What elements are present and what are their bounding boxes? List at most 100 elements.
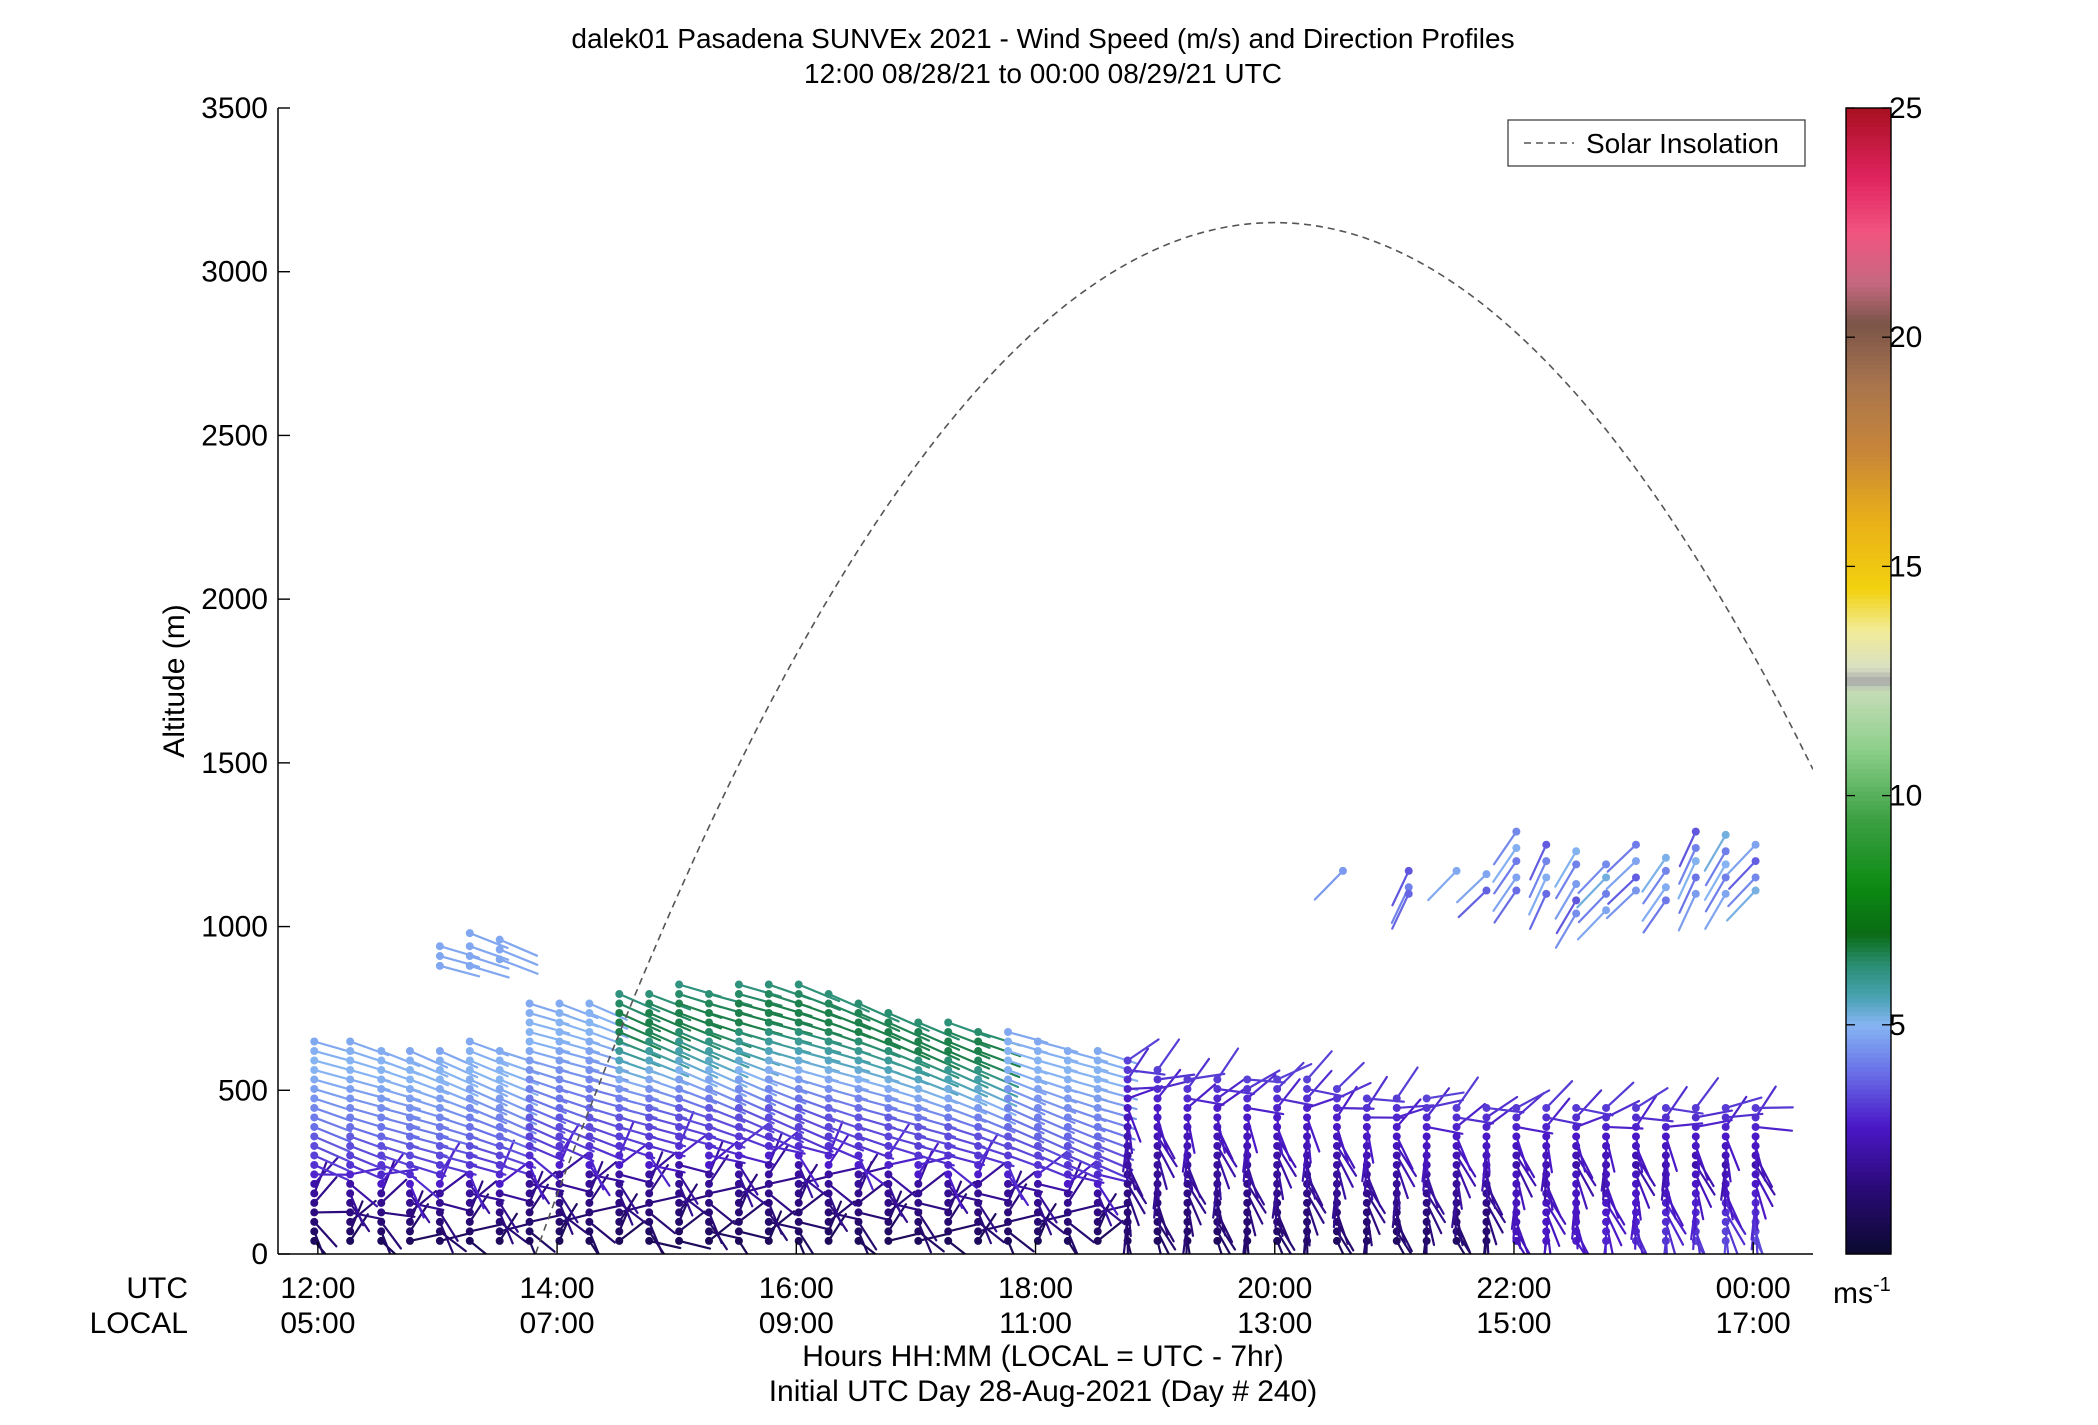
wind-barb-shaft xyxy=(677,1011,722,1030)
wind-barb-point xyxy=(1691,857,1700,866)
wind-barb-point xyxy=(794,1122,803,1131)
wind-barb-point xyxy=(645,1037,654,1046)
wind-barb-shaft xyxy=(1335,1061,1365,1091)
wind-barb-point xyxy=(884,1217,893,1226)
wind-barb-point xyxy=(944,1236,953,1245)
wind-barb-point xyxy=(1691,1170,1700,1179)
colorbar-band xyxy=(1846,268,1891,274)
colorbar-band xyxy=(1846,273,1891,279)
colorbar-band xyxy=(1846,777,1891,783)
wind-barb-shaft xyxy=(1554,850,1578,888)
wind-barb-point xyxy=(1243,1198,1252,1207)
colorbar-band xyxy=(1846,415,1891,421)
colorbar-band xyxy=(1846,1098,1891,1104)
wind-barb-point xyxy=(824,1227,833,1236)
wind-barb-point xyxy=(734,1122,743,1131)
wind-barb-shaft xyxy=(1750,1201,1757,1241)
colorbar-band xyxy=(1846,644,1891,650)
wind-barb-shaft xyxy=(707,1059,749,1079)
wind-barb-point xyxy=(764,1160,773,1169)
colorbar-band xyxy=(1846,809,1891,815)
colorbar-band xyxy=(1846,850,1891,856)
wind-barb-point xyxy=(794,1179,803,1188)
wind-barb-point xyxy=(675,1122,684,1131)
wind-barb-point xyxy=(377,1103,386,1112)
colorbar-band xyxy=(1846,1024,1891,1030)
wind-barb-point xyxy=(824,1170,833,1179)
wind-barb-point xyxy=(704,1018,713,1027)
wind-barb-point xyxy=(854,1132,863,1141)
colorbar-band xyxy=(1846,580,1891,586)
wind-barb-point xyxy=(1452,1160,1461,1169)
wind-barb-shaft xyxy=(1575,1089,1603,1119)
wind-barb-shaft xyxy=(1395,1066,1419,1100)
colorbar-band xyxy=(1846,997,1891,1003)
wind-barb-shaft xyxy=(1305,1239,1309,1254)
wind-barb-point xyxy=(525,1103,534,1112)
wind-barb-point xyxy=(405,1160,414,1169)
wind-barb-point xyxy=(1691,827,1700,836)
colorbar-unit-label: ms-1 xyxy=(1833,1274,1891,1310)
wind-barb-shaft xyxy=(1485,1211,1498,1246)
wind-barb-point xyxy=(1004,1065,1013,1074)
wind-barb-point xyxy=(1691,843,1700,852)
wind-barb-point xyxy=(1482,1122,1491,1131)
wind-barb-point xyxy=(1404,866,1413,875)
wind-barb-point xyxy=(1063,1113,1072,1122)
wind-barb-shaft xyxy=(1096,1193,1117,1224)
wind-barb-point xyxy=(704,1103,713,1112)
wind-barb-point xyxy=(1332,1160,1341,1169)
wind-barb-point xyxy=(1063,1075,1072,1084)
wind-barb-point xyxy=(974,1179,983,1188)
wind-barb-shaft xyxy=(1186,1097,1225,1106)
wind-barb-point xyxy=(1602,1103,1611,1112)
wind-barb-point xyxy=(1542,1208,1551,1217)
wind-barb-point xyxy=(1602,1113,1611,1122)
colorbar-band xyxy=(1846,818,1891,824)
wind-barb-shaft xyxy=(1664,1135,1678,1172)
wind-barb-point xyxy=(974,1227,983,1236)
wind-barb-shaft xyxy=(947,1180,976,1205)
y-axis-label: Altitude (m) xyxy=(158,604,191,757)
wind-barb-shaft xyxy=(468,932,509,950)
wind-barb-shaft xyxy=(1276,1144,1297,1178)
wind-barb-point xyxy=(465,1113,474,1122)
wind-barb-point xyxy=(1572,847,1581,856)
wind-barb-point xyxy=(1404,889,1413,898)
wind-barb-shaft xyxy=(1575,1173,1588,1210)
wind-barb-point xyxy=(764,999,773,1008)
wind-barb-point xyxy=(734,1028,743,1037)
wind-barb-point xyxy=(1572,1170,1581,1179)
wind-barb-point xyxy=(794,1160,803,1169)
wind-barb-point xyxy=(1572,1122,1581,1131)
wind-barb-shaft xyxy=(707,1154,729,1186)
wind-barb-shaft xyxy=(648,1154,671,1187)
wind-barb-shaft xyxy=(677,1183,698,1214)
wind-barb-shaft xyxy=(1365,1201,1381,1236)
wind-barb-point xyxy=(974,1046,983,1055)
wind-barb-point xyxy=(704,1170,713,1179)
wind-barb-shaft xyxy=(313,1210,349,1214)
wind-barb-point xyxy=(615,1217,624,1226)
wind-barb-point xyxy=(1392,1160,1401,1169)
wind-barb-shaft xyxy=(767,1201,783,1235)
colorbar-band xyxy=(1846,1070,1891,1076)
wind-barb-point xyxy=(1721,1113,1730,1122)
wind-barb-point xyxy=(1542,1103,1551,1112)
colorbar-band xyxy=(1846,699,1891,705)
wind-barb-shaft xyxy=(737,1011,783,1026)
wind-barb-point xyxy=(346,1141,355,1150)
wind-barb-point xyxy=(884,1198,893,1207)
wind-barb-point xyxy=(1422,1122,1431,1131)
wind-barb-shaft xyxy=(468,1192,505,1202)
wind-barb-point xyxy=(1631,840,1640,849)
wind-barb-point xyxy=(1033,1103,1042,1112)
colorbar-band xyxy=(1846,144,1891,150)
wind-barb-point xyxy=(585,1075,594,1084)
wind-barb-shaft xyxy=(1242,1135,1249,1173)
wind-barb-shaft xyxy=(1153,1182,1159,1219)
colorbar-band xyxy=(1846,914,1891,920)
colorbar-band xyxy=(1846,392,1891,398)
wind-barb-point xyxy=(1273,1084,1282,1093)
